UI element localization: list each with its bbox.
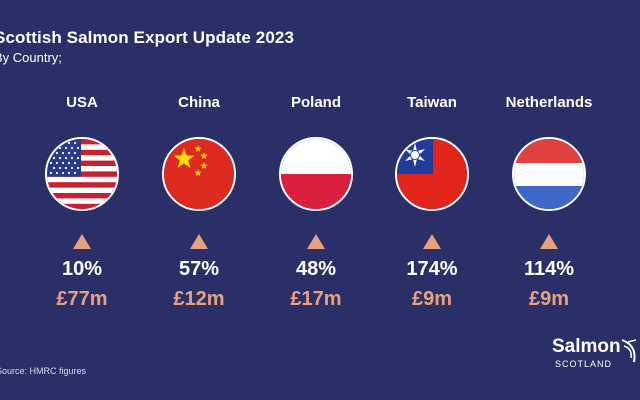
country-name: Poland xyxy=(290,94,341,111)
page-subtitle: By Country; xyxy=(0,50,62,65)
export-value: £9m xyxy=(528,288,570,310)
salmon-scotland-logo: Salmon SCOTLAND xyxy=(552,336,640,386)
up-arrow-icon xyxy=(73,234,91,249)
country-name: USA xyxy=(66,94,98,111)
usa-flag-icon xyxy=(45,137,119,211)
change-percent: 10% xyxy=(61,258,103,280)
country-name: Taiwan xyxy=(407,94,457,111)
up-arrow-icon xyxy=(190,234,208,249)
salmon-scotland-logo-icon xyxy=(620,338,640,369)
export-value: £77m xyxy=(56,288,108,310)
logo-subtext: SCOTLAND xyxy=(555,359,613,369)
taiwan-flag-icon xyxy=(395,137,469,211)
netherlands-flag-icon xyxy=(512,137,586,211)
export-value: £9m xyxy=(411,288,453,310)
logo-text: Salmon xyxy=(552,336,621,357)
page-title: Scottish Salmon Export Update 2023 xyxy=(0,28,295,47)
source-note: Source: HMRC figures xyxy=(0,366,87,376)
country-name: Netherlands xyxy=(505,94,593,111)
china-flag-icon xyxy=(162,137,236,211)
change-percent: 174% xyxy=(406,258,458,280)
change-percent: 48% xyxy=(295,258,337,280)
export-value: £17m xyxy=(290,288,342,310)
change-percent: 57% xyxy=(178,258,220,280)
up-arrow-icon xyxy=(540,234,558,249)
up-arrow-icon xyxy=(307,234,325,249)
poland-flag-icon xyxy=(279,137,353,211)
change-percent: 114% xyxy=(523,258,575,280)
up-arrow-icon xyxy=(423,234,441,249)
export-value: £12m xyxy=(173,288,225,310)
country-name: China xyxy=(178,94,220,111)
